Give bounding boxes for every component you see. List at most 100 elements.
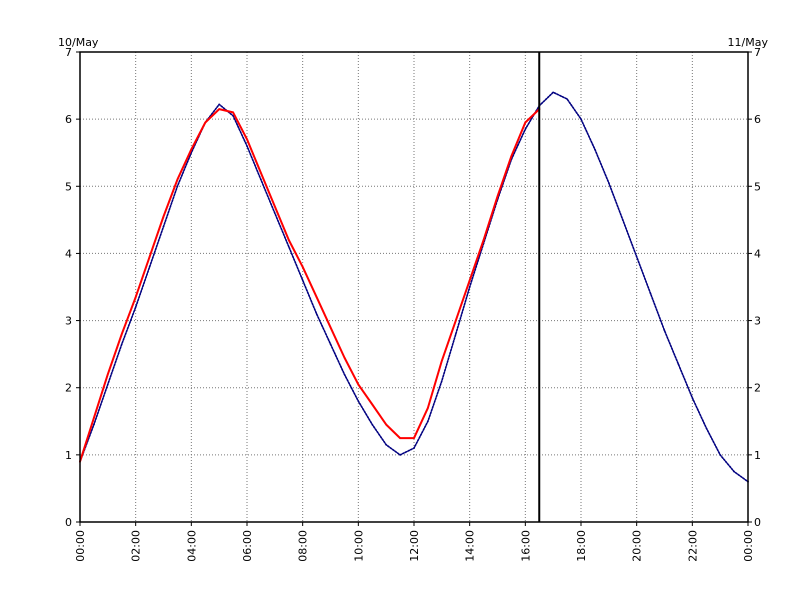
- series-line-observed: [79, 108, 541, 463]
- x-tick-label: 02:00: [130, 530, 143, 562]
- series-point-predicted: [413, 447, 415, 449]
- series-point-observed: [246, 138, 248, 141]
- date-label-right: 11/May: [728, 36, 769, 49]
- y-tick-label-left: 0: [65, 516, 72, 529]
- y-tick-label-left: 1: [65, 449, 72, 462]
- y-tick-label-left: 7: [65, 46, 72, 59]
- series-point-observed: [441, 360, 443, 362]
- x-tick-label: 10:00: [352, 530, 365, 562]
- series-point-predicted: [552, 91, 554, 94]
- series-point-observed: [176, 178, 179, 181]
- series-point-predicted: [691, 397, 694, 399]
- series-point-observed: [482, 239, 485, 241]
- series-point-predicted: [357, 400, 360, 402]
- series-point-observed: [455, 319, 457, 322]
- series-point-predicted: [733, 470, 735, 473]
- series-point-predicted: [566, 98, 568, 100]
- y-tick-label-right: 4: [754, 247, 761, 260]
- series-point-observed: [162, 215, 165, 218]
- series-point-predicted: [677, 363, 680, 366]
- series-point-predicted: [622, 219, 624, 221]
- x-tick-label: 04:00: [185, 530, 198, 562]
- series-point-predicted: [162, 225, 165, 228]
- series-layer: [79, 91, 749, 483]
- series-point-predicted: [148, 266, 151, 268]
- axis-layer: 0 0 1 1 2 2 3 3 4 4 5 5 6 6 7 7 00:00 02:00 04:00 06:00 08:0…: [65, 46, 761, 562]
- series-point-predicted: [274, 212, 276, 214]
- series-point-observed: [399, 437, 401, 439]
- x-tick-label: 00:00: [742, 530, 755, 562]
- series-point-predicted: [663, 329, 666, 332]
- series-point-predicted: [134, 306, 137, 308]
- series-point-observed: [260, 172, 262, 174]
- series-point-predicted: [315, 313, 318, 315]
- series-point-predicted: [232, 115, 234, 117]
- series-point-predicted: [343, 373, 346, 376]
- series-point-observed: [496, 195, 499, 198]
- date-label-left: 10/May: [58, 36, 99, 49]
- series-point-predicted: [301, 279, 304, 282]
- series-point-observed: [413, 437, 415, 439]
- series-point-predicted: [455, 333, 457, 335]
- series-point-predicted: [93, 423, 95, 426]
- y-tick-label-left: 2: [65, 382, 72, 395]
- series-point-observed: [148, 255, 151, 258]
- y-tick-label-right: 1: [754, 449, 761, 462]
- series-point-predicted: [427, 420, 429, 423]
- x-tick-label: 22:00: [686, 530, 699, 562]
- series-point-observed: [427, 407, 429, 409]
- y-tick-label-right: 7: [754, 46, 761, 59]
- series-point-predicted: [288, 245, 290, 248]
- series-point-predicted: [329, 343, 332, 345]
- series-point-observed: [357, 383, 360, 386]
- series-point-predicted: [705, 427, 708, 429]
- y-tick-label-left: 3: [65, 315, 72, 328]
- series-point-observed: [121, 333, 123, 335]
- series-point-observed: [107, 373, 109, 376]
- series-point-observed: [371, 403, 374, 406]
- y-tick-label-right: 2: [754, 382, 761, 395]
- series-point-predicted: [719, 454, 721, 456]
- series-point-observed: [274, 205, 276, 208]
- series-point-predicted: [468, 286, 471, 288]
- series-point-observed: [524, 121, 527, 124]
- grid-layer: [80, 52, 748, 522]
- y-tick-label-right: 0: [754, 516, 761, 529]
- series-point-observed: [329, 326, 332, 329]
- series-point-predicted: [121, 343, 123, 345]
- series-point-observed: [134, 296, 137, 298]
- y-tick-label-right: 5: [754, 180, 761, 193]
- series-point-predicted: [218, 103, 220, 106]
- series-point-observed: [190, 148, 193, 151]
- x-tick-label: 18:00: [575, 530, 588, 562]
- series-point-predicted: [608, 182, 610, 184]
- series-point-predicted: [371, 423, 374, 426]
- x-tick-label: 16:00: [519, 530, 532, 562]
- series-point-observed: [93, 417, 95, 419]
- x-tick-label: 00:00: [74, 530, 87, 562]
- series-point-predicted: [176, 185, 179, 188]
- y-tick-label-left: 6: [65, 113, 72, 126]
- series-point-observed: [468, 279, 471, 282]
- y-tick-label-left: 5: [65, 180, 72, 193]
- series-point-observed: [301, 266, 304, 268]
- y-tick-label-right: 6: [754, 113, 761, 126]
- series-point-predicted: [260, 178, 262, 181]
- series-point-predicted: [399, 454, 401, 456]
- y-tick-label-right: 3: [754, 315, 761, 328]
- series-point-observed: [288, 239, 290, 241]
- series-point-observed: [385, 423, 388, 426]
- x-tick-label: 20:00: [631, 530, 644, 562]
- series-point-predicted: [441, 380, 443, 382]
- series-point-predicted: [580, 118, 582, 120]
- series-point-predicted: [635, 255, 638, 258]
- series-point-observed: [204, 121, 207, 124]
- x-tick-label: 08:00: [297, 530, 310, 562]
- series-point-observed: [315, 296, 318, 298]
- series-point-observed: [510, 155, 513, 157]
- series-point-predicted: [649, 292, 652, 295]
- series-point-observed: [218, 108, 220, 110]
- y-tick-label-left: 4: [65, 247, 72, 260]
